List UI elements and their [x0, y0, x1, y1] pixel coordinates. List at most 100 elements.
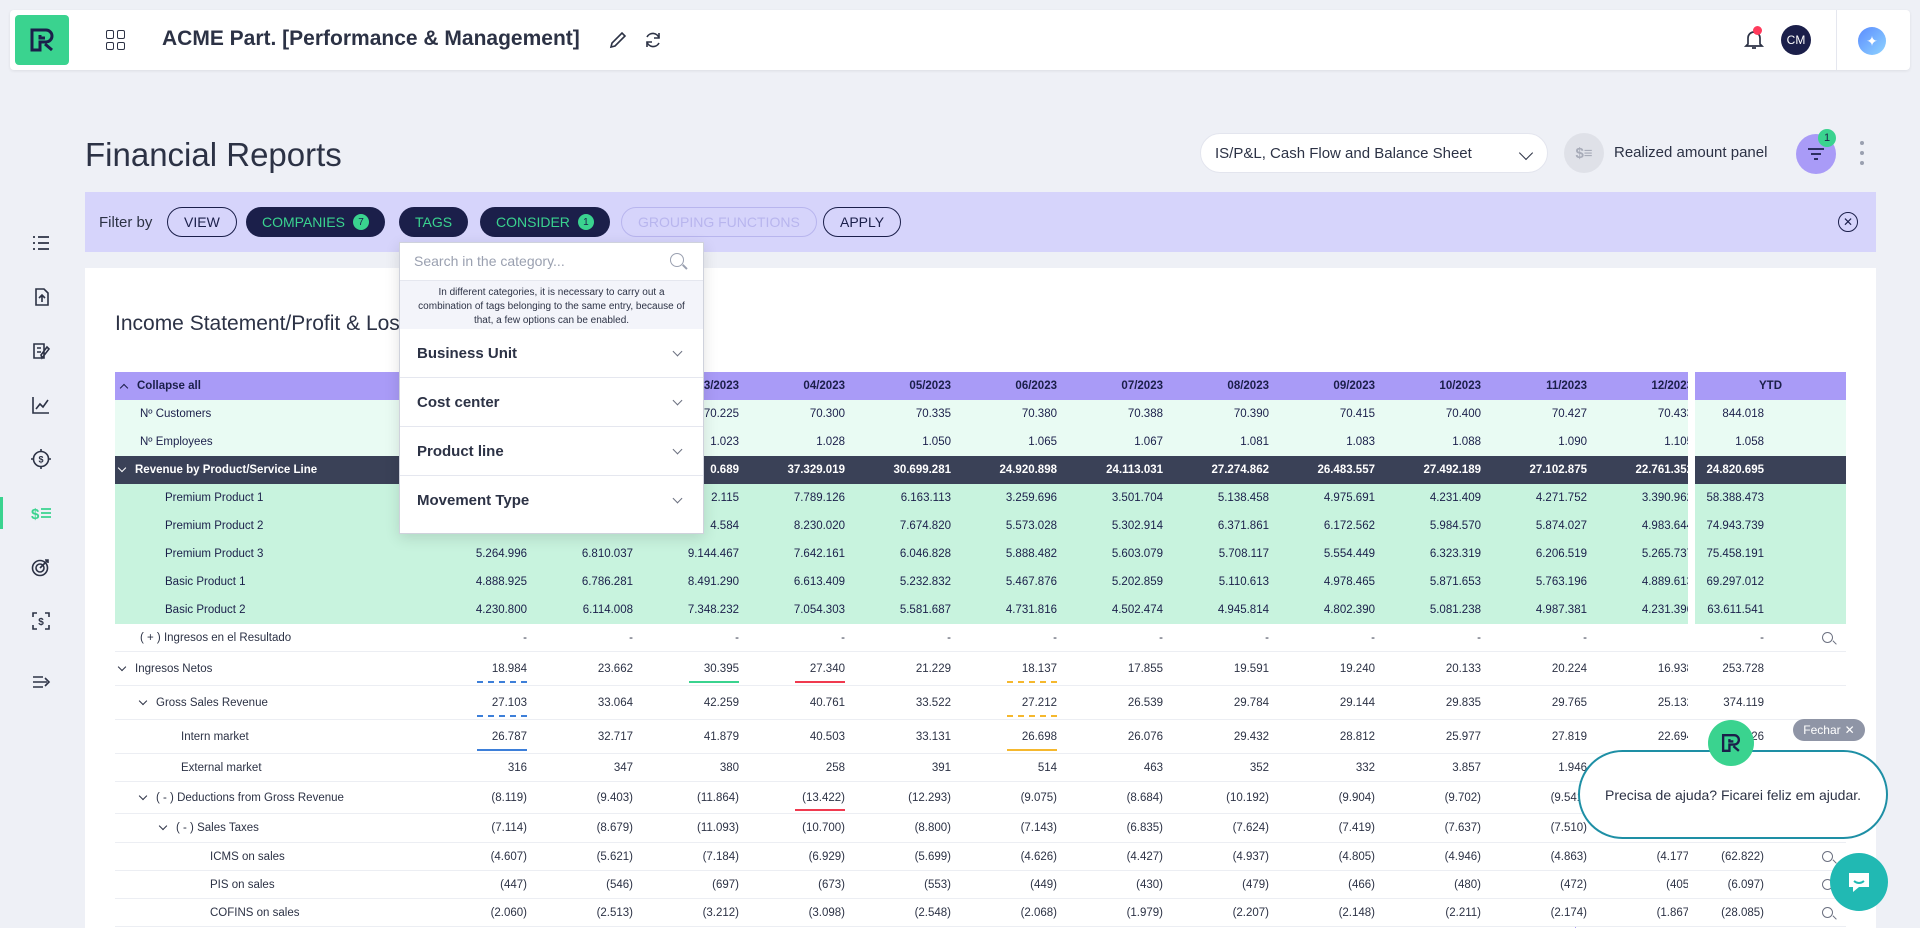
sidebar-dollar-target-icon[interactable]: $	[28, 446, 54, 472]
cell-value: 8.491.290	[687, 576, 739, 588]
category-movement-type[interactable]: Movement Type	[400, 476, 703, 525]
magnifier-icon[interactable]	[1822, 632, 1833, 643]
apply-chip[interactable]: APPLY	[823, 207, 902, 237]
report-type-select[interactable]: IS/P&L, Cash Flow and Balance Sheet	[1200, 133, 1548, 173]
cell-value: 463	[1143, 761, 1163, 774]
cell-value: (7.637)	[1444, 822, 1481, 834]
cell-value: (5.621)	[596, 850, 633, 863]
search-icon[interactable]	[670, 253, 684, 267]
table-row[interactable]: Premium Product 3 5.264.996 6.810.037 9.144…	[115, 540, 1846, 568]
table-row[interactable]: Premium Product 1 2.115 7.789.126 6.163.113…	[115, 484, 1846, 512]
cell-value: 332	[1355, 761, 1375, 774]
cell-value: 32.717	[597, 730, 633, 743]
magnifier-icon[interactable]	[1822, 851, 1833, 862]
table-row[interactable]: External market 316 347 380 258 391 514 463 352 3…	[115, 754, 1846, 782]
table-row[interactable]: Intern market 26.787 32.717 41.879 40.503 33.…	[115, 720, 1846, 754]
category-cost-center[interactable]: Cost center	[400, 378, 703, 427]
edit-pencil-icon[interactable]	[605, 27, 631, 53]
category-product-line[interactable]: Product line	[400, 427, 703, 476]
row-label-text: ( - ) Deductions from Gross Revenue	[156, 791, 344, 804]
row-label: Intern market	[181, 720, 249, 753]
magnifier-icon[interactable]	[1822, 907, 1833, 918]
chat-launcher-icon[interactable]	[1830, 853, 1888, 911]
category-search-input[interactable]	[414, 253, 654, 269]
close-filter-icon[interactable]: ✕	[1838, 212, 1858, 232]
sidebar-edit-report-icon[interactable]	[28, 338, 54, 364]
table-row[interactable]: Ingresos Netos 18.984 23.662 30.395 27.340 21…	[115, 652, 1846, 686]
cell-value: 6.613.409	[793, 576, 845, 588]
user-avatar[interactable]: CM	[1781, 25, 1811, 55]
apps-grid-icon[interactable]	[106, 30, 126, 50]
cell-value: (12.293)	[908, 791, 951, 804]
category-business-unit[interactable]: Business Unit	[400, 329, 703, 378]
chevron-down-icon[interactable]	[138, 696, 148, 705]
app-logo[interactable]	[15, 15, 69, 65]
cell-value: 17.855	[1127, 662, 1163, 675]
sidebar-goal-target-icon[interactable]	[28, 554, 54, 580]
cell-value: (479)	[1242, 878, 1269, 891]
chevron-down-icon[interactable]	[117, 662, 127, 671]
variance-underline	[477, 749, 527, 751]
table-row[interactable]: ( - ) Sales Taxes (7.114) (8.679) (11.093) (…	[115, 814, 1846, 843]
ai-sparkle-icon[interactable]: ✦	[1858, 27, 1886, 55]
table-row[interactable]: Premium Product 2 4.584 8.230.020 7.674.820…	[115, 512, 1846, 540]
chevron-down-icon[interactable]	[138, 791, 148, 800]
cell-value: 4.584	[710, 520, 739, 532]
cell-value: -	[1583, 631, 1587, 644]
table-row[interactable]: Revenue by Product/Service Line 0.689 37.3…	[115, 456, 1846, 484]
row-label: Basic Product 1	[165, 568, 246, 596]
chat-help-bubble[interactable]: Precisa de ajuda? Ficarei feliz em ajuda…	[1578, 750, 1888, 839]
ytd-value: 58.388.473	[1706, 492, 1764, 504]
cell-value: 5.763.196	[1535, 576, 1587, 588]
table-row[interactable]: ( + ) Ingresos en el Resultado - - - - - - - - - -…	[115, 624, 1846, 652]
cell-value: 1.081	[1240, 436, 1269, 448]
cell-value: 5.202.859	[1111, 576, 1163, 588]
table-row[interactable]: PIS on sales (447) (546) (697) (673) (553) (44…	[115, 871, 1846, 899]
companies-chip[interactable]: COMPANIES 7	[246, 207, 385, 237]
refresh-icon[interactable]	[640, 27, 666, 53]
table-row[interactable]: ICMS on sales (4.607) (5.621) (7.184) (6.929…	[115, 843, 1846, 871]
chevron-down-icon[interactable]	[117, 463, 127, 473]
cell-value: 5.874.027	[1535, 520, 1587, 532]
table-row[interactable]: Nº Customers 70.225 70.300 70.335 70.380 70.3…	[115, 400, 1846, 428]
cell-value: (11.864)	[697, 791, 739, 804]
realized-amount-label[interactable]: Realized amount panel	[1614, 144, 1768, 161]
sidebar-expand-menu-icon[interactable]	[28, 669, 54, 695]
sidebar-line-chart-icon[interactable]	[28, 392, 54, 418]
chevron-down-icon[interactable]	[158, 821, 168, 831]
sidebar-list-icon[interactable]	[28, 230, 54, 256]
category-label: Product line	[417, 442, 504, 460]
consider-chip[interactable]: CONSIDER 1	[480, 207, 610, 237]
cell-value: 22.761.352	[1635, 464, 1693, 476]
view-chip[interactable]: VIEW	[167, 207, 237, 237]
cell-value: 19.240	[1339, 662, 1375, 675]
cell-value: -	[1159, 631, 1163, 644]
column-gap	[1688, 400, 1695, 428]
cell-value: (1.979)	[1126, 906, 1163, 919]
row-label-text: Nº Customers	[140, 408, 212, 420]
table-row[interactable]: ( - ) Deductions from Gross Revenue (8.11…	[115, 782, 1846, 814]
realized-amount-icon[interactable]: $≡	[1564, 133, 1604, 173]
table-row[interactable]: Basic Product 1 4.888.925 6.786.281 8.491.2…	[115, 568, 1846, 596]
table-row[interactable]: COFINS on sales (2.060) (2.513) (3.212) (3.0…	[115, 899, 1846, 927]
collapse-all-button[interactable]: Collapse all	[119, 372, 201, 400]
cell-value: 1.088	[1452, 436, 1481, 448]
sidebar-document-import-icon[interactable]	[28, 284, 54, 310]
cell-value: (405)	[1666, 878, 1693, 891]
cell-value: -	[629, 631, 633, 644]
table-row[interactable]: Nº Employees 1.023 1.028 1.050 1.065 1.067 1.0…	[115, 428, 1846, 456]
cell-value: 5.888.482	[1005, 548, 1057, 560]
sidebar-dollar-expand-icon[interactable]: $	[28, 608, 54, 634]
chat-close-button[interactable]: Fechar ✕	[1793, 719, 1865, 741]
cell-value: 4.889.613	[1641, 576, 1693, 588]
more-options-icon[interactable]	[1859, 141, 1865, 165]
cell-value: 40.761	[809, 696, 845, 709]
tags-chip[interactable]: TAGS	[399, 207, 469, 237]
cell-value: -	[1477, 631, 1481, 644]
cell-value: 8.230.020	[793, 520, 845, 532]
cell-value: (2.148)	[1338, 906, 1375, 919]
cell-value: 40.503	[809, 730, 845, 743]
sidebar-financial-reports-icon[interactable]: $	[28, 500, 54, 526]
table-row[interactable]: Basic Product 2 4.230.800 6.114.008 7.348.2…	[115, 596, 1846, 624]
table-row[interactable]: Gross Sales Revenue 27.103 33.064 42.259 40.…	[115, 686, 1846, 720]
